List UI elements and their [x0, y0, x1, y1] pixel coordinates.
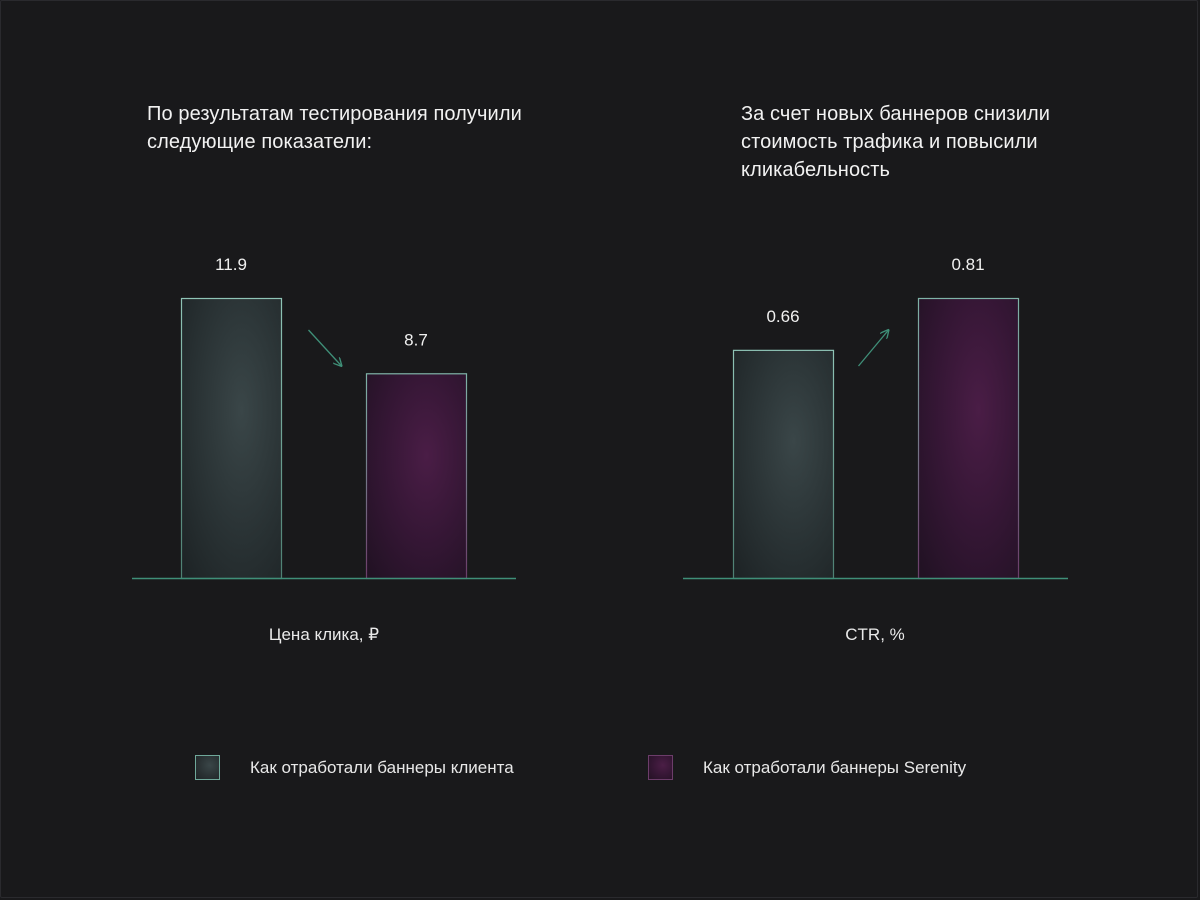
trend-arrow-up [858, 330, 889, 367]
chart-2: 0.66 0.81 CTR, % [683, 255, 1068, 644]
legend-item-client: Как отработали баннеры клиента [195, 755, 514, 780]
bar-client [732, 349, 835, 580]
right-heading: За счет новых баннеров снизили стоимость… [741, 103, 1051, 181]
legend-swatch-client [195, 755, 220, 780]
bar-serenity [917, 297, 1020, 580]
legend-item-serenity: Как отработали баннеры Serenity [648, 755, 966, 780]
chart-1: 11.9 8.7 Цена клика, ₽ [132, 255, 516, 644]
bar-serenity [365, 373, 468, 580]
legend-swatch-serenity [648, 755, 673, 780]
data-label-serenity: 0.81 [951, 255, 984, 274]
left-heading: По результатам тестирования получили сле… [147, 103, 522, 153]
data-label-client: 0.66 [766, 307, 799, 326]
data-label-serenity: 8.7 [404, 330, 428, 349]
x-axis-label: Цена клика, ₽ [269, 625, 379, 644]
trend-arrow-down [308, 329, 342, 366]
legend-label-serenity: Как отработали баннеры Serenity [703, 757, 967, 777]
bar-client [180, 297, 283, 580]
x-axis-label: CTR, % [845, 625, 905, 644]
data-label-client: 11.9 [215, 255, 247, 274]
legend-label-client: Как отработали баннеры клиента [250, 757, 514, 777]
